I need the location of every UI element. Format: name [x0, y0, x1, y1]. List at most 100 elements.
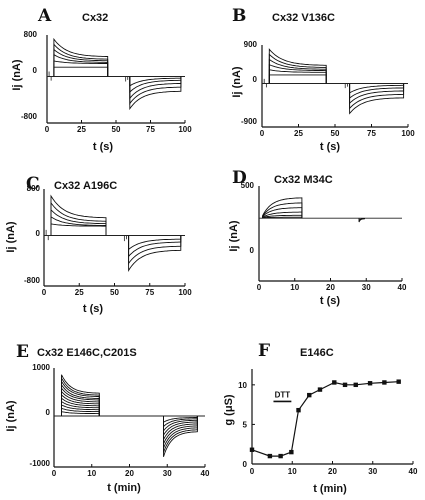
pulse1-trace-7 — [61, 397, 100, 416]
y-axis-label: Ij (nA) — [11, 59, 23, 90]
pulse1-trace-3 — [262, 211, 303, 219]
pulse1-trace-11 — [61, 411, 100, 416]
pulse1-trace-3 — [53, 53, 109, 77]
panel-a: A Cx32 800 0 -800 Ij (nA) t (s) 0 25 50 75 1… — [11, 6, 192, 153]
x-tick-label: 0 — [45, 125, 50, 134]
pulse2-trace-0 — [163, 416, 198, 457]
x-tick-label: 0 — [42, 288, 47, 297]
pulse2-trace-4 — [163, 416, 198, 440]
pulse1-trace-6 — [61, 393, 100, 416]
x-tick-label: 25 — [294, 129, 303, 138]
pulse1-trace-10 — [61, 407, 100, 416]
prepulse-spike — [263, 78, 267, 88]
data-point — [267, 453, 273, 459]
pulse2-trace-1 — [358, 218, 365, 223]
pulse1-trace-4 — [53, 60, 109, 77]
y-tick-top: 900 — [244, 40, 258, 49]
pulse2-trace-7 — [163, 416, 198, 428]
data-point — [342, 382, 348, 388]
x-tick-label: 75 — [146, 125, 155, 134]
pulse1-trace-4 — [61, 386, 100, 416]
y-axis-label: Ij (nA) — [228, 220, 240, 251]
chart-title: Cx32 V136C — [272, 12, 335, 24]
gap-spike — [125, 76, 129, 82]
y-axis-label: Ij (nA) — [5, 221, 17, 252]
panel-e: E Cx32 E146C,C201S 1000 0 -1000 Ij (nA) … — [5, 342, 210, 494]
x-axis-label: t (min) — [107, 482, 141, 494]
y-tick-top: 800 — [27, 184, 41, 193]
pulse2-trace-3 — [349, 83, 405, 99]
pulse2-trace-3 — [163, 416, 198, 444]
data-point — [396, 379, 401, 384]
y-tick-zero: 0 — [250, 246, 255, 255]
pulse1-trace-2 — [53, 48, 109, 77]
pulse1-trace-5 — [268, 74, 327, 84]
x-tick-label: 10 — [290, 283, 299, 292]
pulse2-trace-5 — [163, 416, 198, 437]
data-point — [249, 447, 255, 452]
panel-b: B Cx32 V136C 900 0 -900 Ij (nA) t (s) 0 2… — [231, 6, 415, 153]
data-point — [332, 380, 337, 385]
x-axis-label: t (s) — [320, 141, 341, 153]
data-point — [278, 453, 283, 459]
y-tick-label: 5 — [243, 420, 248, 429]
x-tick-label: 50 — [110, 288, 119, 297]
y-tick-bottom: -900 — [241, 117, 258, 126]
chart-title: E146C — [300, 347, 334, 359]
pulse1-trace-0 — [61, 374, 100, 416]
panel-label: D — [232, 168, 247, 188]
x-axis-label: t (min) — [313, 483, 347, 495]
pulse1-trace-1 — [50, 201, 107, 236]
y-axis-label: Ij (nA) — [5, 400, 17, 431]
data-point — [289, 449, 294, 455]
pulse1-trace-0 — [53, 37, 109, 77]
y-tick-bottom: -800 — [21, 112, 38, 121]
x-tick-label: 0 — [257, 283, 262, 292]
chart-title: Cx32 E146C,C201S — [37, 347, 137, 359]
gap-spike — [123, 235, 127, 242]
y-axis-label: Ij (nA) — [231, 66, 243, 97]
x-tick-label: 0 — [52, 469, 57, 478]
pulse1-trace-1 — [262, 202, 303, 219]
pulse2-trace-2 — [128, 235, 182, 258]
pulse2-trace-2 — [129, 76, 182, 100]
prepulse-spike — [48, 71, 52, 81]
pulse2-trace-1 — [163, 416, 198, 453]
pulse1-trace-4 — [262, 214, 303, 219]
pulse1-trace-9 — [61, 404, 100, 416]
x-tick-label: 40 — [409, 467, 418, 476]
pulse2-trace-1 — [129, 76, 182, 105]
pulse2-trace-4 — [349, 83, 405, 94]
pulse2-trace-6 — [163, 416, 198, 433]
x-tick-label: 20 — [125, 469, 134, 478]
pulse1-trace-2 — [61, 379, 100, 416]
pulse2-trace-0 — [129, 76, 182, 111]
x-axis-label: t (s) — [83, 303, 104, 315]
panel-label: C — [26, 174, 40, 194]
y-tick-label: 10 — [238, 381, 247, 390]
pulse2-trace-8 — [163, 416, 198, 423]
panel-label: E — [16, 342, 29, 362]
panel-f: F E146C g (μS) t (min) 0 10 20 30 40 0 5 10 DTT — [223, 341, 418, 495]
y-tick-bottom: -800 — [24, 276, 41, 285]
y-tick-zero: 0 — [253, 75, 258, 84]
chart-title: Cx32 A196C — [54, 180, 117, 192]
pulse1-trace-1 — [61, 376, 100, 416]
data-point — [317, 387, 323, 392]
pulse1-trace-3 — [50, 216, 107, 236]
data-point — [382, 380, 387, 385]
x-tick-label: 25 — [77, 125, 86, 134]
panel-label: B — [232, 6, 246, 26]
x-tick-label: 10 — [87, 469, 96, 478]
y-tick-top: 1000 — [32, 363, 50, 372]
x-tick-label: 10 — [288, 467, 297, 476]
x-axis-label: t (s) — [93, 141, 114, 153]
y-tick-top: 500 — [241, 181, 255, 190]
x-tick-label: 75 — [145, 288, 154, 297]
pulse1-trace-4 — [268, 69, 327, 84]
y-tick-top: 800 — [24, 30, 38, 39]
pulse2-trace-3 — [128, 235, 182, 251]
y-tick-label: 0 — [243, 460, 248, 469]
gap-spike — [344, 83, 348, 89]
chart-title: Cx32 M34C — [274, 174, 333, 186]
